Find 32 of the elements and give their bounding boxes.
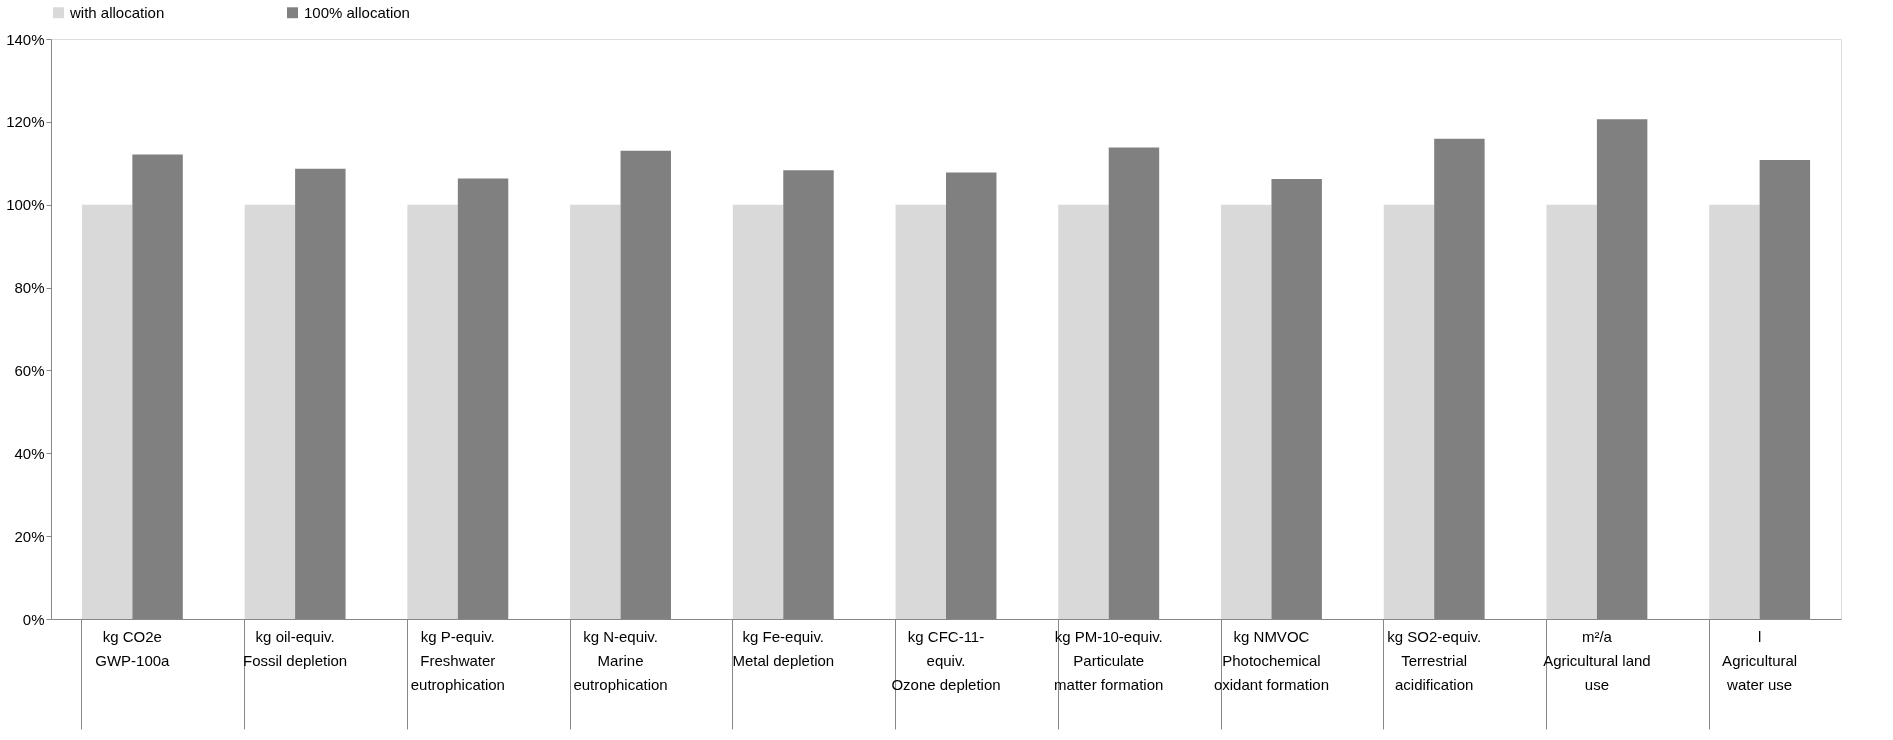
bar xyxy=(1058,204,1109,619)
x-tick-label: kg PM-10-equiv. Particulate matter formation xyxy=(1054,627,1164,693)
y-tick-label: 0% xyxy=(22,610,45,628)
bar xyxy=(1383,204,1435,619)
bar xyxy=(732,204,784,619)
bar xyxy=(1221,204,1272,619)
x-tick-label: kg oil-equiv. Fossil depletion xyxy=(242,627,348,669)
x-tick-label: kg SO2-equiv. Terrestrial acidification xyxy=(1387,627,1482,693)
bar xyxy=(244,204,296,619)
y-tick-label: 20% xyxy=(14,527,45,545)
x-tick-label: kg P-equiv. Freshwater eutrophication xyxy=(410,627,505,693)
bar xyxy=(895,204,946,619)
y-tick-label: 40% xyxy=(14,444,45,462)
legend-label: with allocation xyxy=(69,3,165,21)
x-tick-label: kg Fe-equiv. Metal depletion xyxy=(732,627,835,669)
x-tick-label: kg CFC-11- equiv. Ozone depletion xyxy=(891,627,1001,693)
bar xyxy=(81,204,133,619)
x-tick-label: l Agricultural water use xyxy=(1722,627,1798,693)
x-tick-label: m²/a Agricultural land use xyxy=(1543,627,1651,693)
y-tick-label: 140% xyxy=(6,30,45,48)
y-tick-label: 80% xyxy=(14,279,45,297)
bar xyxy=(570,204,621,619)
x-tick-label: kg NMVOC Photochemical oxidant formation xyxy=(1213,627,1329,693)
x-tick-label: kg CO2e GWP-100a xyxy=(95,627,171,669)
bar xyxy=(407,204,458,619)
x-tick-label: kg N-equiv. Marine eutrophication xyxy=(573,627,668,693)
y-tick-label: 120% xyxy=(6,113,45,131)
legend-label: 100% allocation xyxy=(304,3,410,21)
bar xyxy=(1709,204,1760,619)
y-tick-label: 100% xyxy=(6,196,45,214)
bar xyxy=(1546,204,1597,619)
y-tick-label: 60% xyxy=(14,361,45,379)
